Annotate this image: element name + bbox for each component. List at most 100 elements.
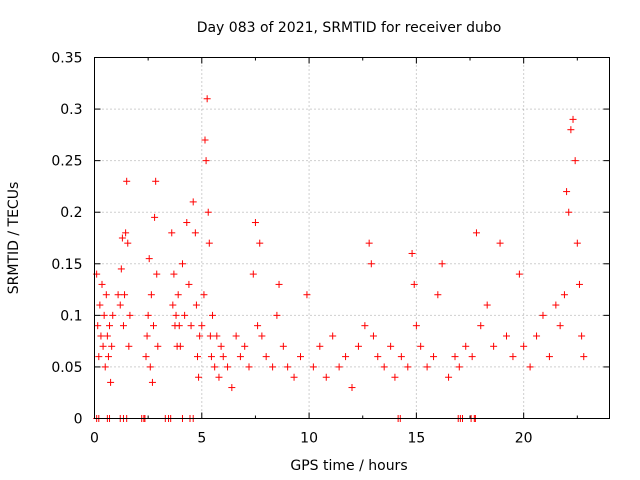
- data-point: [297, 353, 304, 361]
- data-point: [109, 311, 117, 319]
- data-point: [175, 322, 183, 330]
- data-point: [545, 353, 553, 361]
- data-point: [194, 353, 201, 361]
- data-point: [209, 311, 217, 319]
- data-point: [316, 342, 324, 350]
- data-point: [196, 332, 204, 340]
- data-point: [96, 301, 104, 309]
- data-point: [142, 353, 150, 361]
- data-point: [374, 353, 382, 361]
- data-point: [490, 342, 498, 350]
- data-point: [100, 311, 108, 319]
- data-point: [170, 270, 178, 278]
- data-point: [203, 95, 211, 103]
- data-point: [526, 363, 534, 371]
- x-tick-label: 15: [407, 431, 425, 447]
- chart-title: Day 083 of 2021, SRMTID for receiver dub…: [197, 20, 502, 36]
- data-point: [176, 342, 184, 350]
- data-point: [462, 342, 470, 350]
- data-point: [365, 239, 373, 247]
- data-point: [107, 378, 115, 386]
- data-point: [150, 322, 158, 330]
- axis-ticks: [94, 57, 610, 419]
- data-point: [118, 234, 126, 242]
- data-point: [348, 384, 356, 392]
- data-point: [123, 177, 131, 185]
- data-point: [322, 373, 330, 381]
- data-point: [94, 322, 102, 330]
- data-point: [258, 332, 266, 340]
- data-point: [198, 322, 206, 330]
- data-point: [206, 332, 214, 340]
- data-point: [95, 353, 103, 361]
- data-point: [580, 353, 588, 361]
- data-point: [117, 265, 125, 273]
- data-point: [119, 322, 127, 330]
- y-tick-label: 0: [74, 412, 83, 428]
- data-point: [275, 280, 283, 288]
- data-point: [520, 342, 528, 350]
- data-point: [578, 332, 586, 340]
- data-point: [207, 353, 215, 361]
- data-point: [404, 363, 412, 371]
- data-point: [116, 301, 124, 309]
- data-point: [125, 342, 133, 350]
- data-point: [472, 229, 480, 237]
- data-point: [183, 219, 191, 227]
- data-point: [124, 239, 132, 247]
- data-point: [195, 373, 203, 381]
- data-point: [122, 229, 130, 237]
- data-point: [468, 353, 476, 361]
- data-point: [573, 239, 581, 247]
- data-point: [438, 260, 446, 268]
- data-point: [565, 208, 573, 216]
- data-point: [445, 373, 453, 381]
- data-point: [181, 311, 189, 319]
- grid: [94, 57, 610, 419]
- data-point: [146, 363, 154, 371]
- data-point: [143, 332, 151, 340]
- y-tick-label: 0.05: [51, 360, 82, 376]
- x-tick-label: 5: [197, 431, 206, 447]
- data-point: [563, 188, 571, 196]
- data-point: [571, 157, 579, 165]
- data-point: [202, 157, 210, 165]
- data-point: [101, 363, 109, 371]
- data-point: [496, 239, 504, 247]
- plot-frame: [94, 57, 610, 419]
- data-point: [232, 332, 240, 340]
- data-point: [102, 291, 110, 299]
- data-point: [103, 332, 111, 340]
- data-point: [213, 332, 221, 340]
- data-point: [262, 353, 270, 361]
- data-point: [269, 363, 277, 371]
- data-point: [251, 219, 259, 227]
- data-point: [290, 373, 298, 381]
- x-axis-title: GPS time / hours: [290, 458, 407, 474]
- data-point: [369, 332, 377, 340]
- data-point: [423, 363, 431, 371]
- data-point: [108, 342, 116, 350]
- data-point: [408, 249, 416, 257]
- x-tick-label: 0: [90, 431, 99, 447]
- data-point: [451, 353, 459, 361]
- data-point: [228, 384, 236, 392]
- x-tick-label: 20: [515, 431, 533, 447]
- data-point: [556, 322, 564, 330]
- data-point: [169, 301, 177, 309]
- data-point: [273, 311, 281, 319]
- data-point: [200, 291, 208, 299]
- data-point: [219, 353, 227, 361]
- data-point: [575, 280, 583, 288]
- data-point: [417, 342, 425, 350]
- y-axis-title: SRMTID / TECUs: [6, 182, 22, 295]
- data-point: [279, 342, 287, 350]
- data-point: [256, 239, 264, 247]
- data-point: [114, 291, 122, 299]
- y-tick-label: 0.25: [51, 154, 82, 170]
- data-point: [434, 291, 442, 299]
- data-point: [191, 229, 199, 237]
- data-point: [552, 301, 560, 309]
- data-point: [192, 301, 200, 309]
- data-point: [187, 322, 195, 330]
